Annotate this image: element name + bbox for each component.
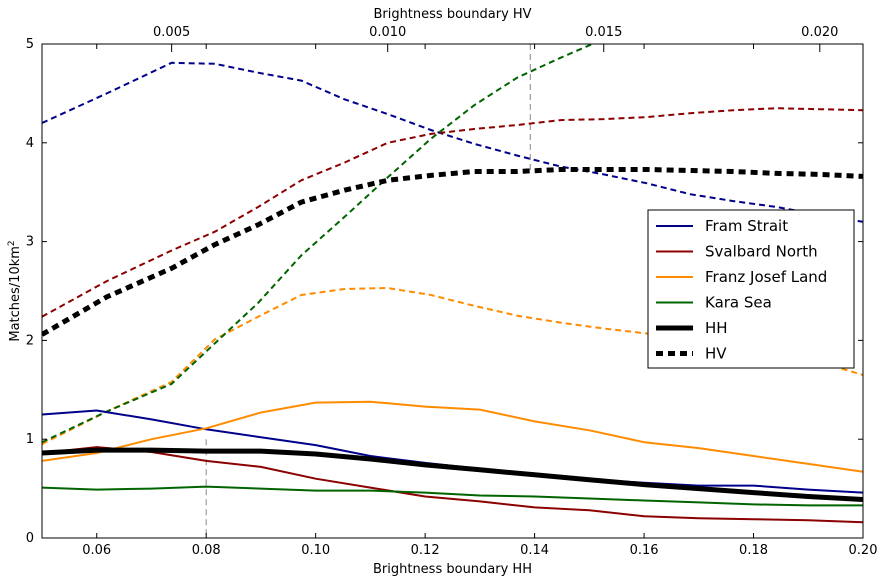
plot-layer <box>42 44 863 538</box>
y-tick-label: 1 <box>26 432 34 447</box>
x-tick-label: 0.08 <box>192 543 221 558</box>
x-tick-label: 0.10 <box>301 543 330 558</box>
x-tick-label: 0.12 <box>411 543 440 558</box>
series-hv-hv <box>42 167 863 337</box>
y-axis-title-text: Matches/10km <box>8 246 23 342</box>
axis-layer: 0.06 0.08 0.10 0.12 0.14 0.16 0.18 0.20 0.005 0.0… <box>26 25 878 558</box>
x2-tick-label: 0.015 <box>585 25 622 40</box>
legend-box <box>647 209 855 369</box>
y-tick-label: 5 <box>26 37 34 52</box>
series-hv-franz-josef-land <box>42 287 863 445</box>
legend-label-fram-strait: Fram Strait <box>705 217 788 235</box>
x2-tick-label: 0.005 <box>153 25 190 40</box>
series-hv-fram-strait <box>42 61 863 223</box>
y-tick-label: 3 <box>26 235 34 250</box>
series-hh-hh <box>42 447 863 502</box>
legend-label-hh: HH <box>705 319 728 337</box>
y-axis-title: Matches/10km2 <box>7 240 23 341</box>
series-hh-franz-josef-land <box>42 400 863 473</box>
series-hh-svalbard-north <box>42 446 863 524</box>
plot-frame <box>41 43 864 539</box>
series-hh-kara-sea <box>42 485 863 507</box>
legend: Fram Strait Svalbard North Franz Josef Lan… <box>647 209 855 369</box>
x2-tick-label: 0.020 <box>801 25 838 40</box>
legend-label-hv: HV <box>705 345 727 363</box>
series-hv-svalbard-north <box>42 107 863 318</box>
y-tick-label: 4 <box>26 136 34 151</box>
top-x-axis-title: Brightness boundary HV <box>373 7 531 22</box>
x-tick-label: 0.16 <box>630 543 659 558</box>
x2-tick-label: 0.010 <box>369 25 406 40</box>
plot-area <box>42 44 863 538</box>
x-tick-label: 0.14 <box>520 543 549 558</box>
y-axis-title-superscript: 2 <box>7 240 17 246</box>
series-hv-kara-sea <box>42 44 595 444</box>
x-axis-title: Brightness boundary HH <box>373 562 532 577</box>
x-tick-label: 0.18 <box>739 543 768 558</box>
legend-label-svalbard-north: Svalbard North <box>705 243 818 261</box>
x-tick-label: 0.20 <box>849 543 878 558</box>
legend-label-kara-sea: Kara Sea <box>705 294 772 312</box>
y-tick-label: 2 <box>26 333 34 348</box>
y-tick-label: 0 <box>26 531 34 546</box>
legend-label-franz-josef-land: Franz Josef Land <box>705 268 827 286</box>
x-tick-label: 0.06 <box>82 543 111 558</box>
